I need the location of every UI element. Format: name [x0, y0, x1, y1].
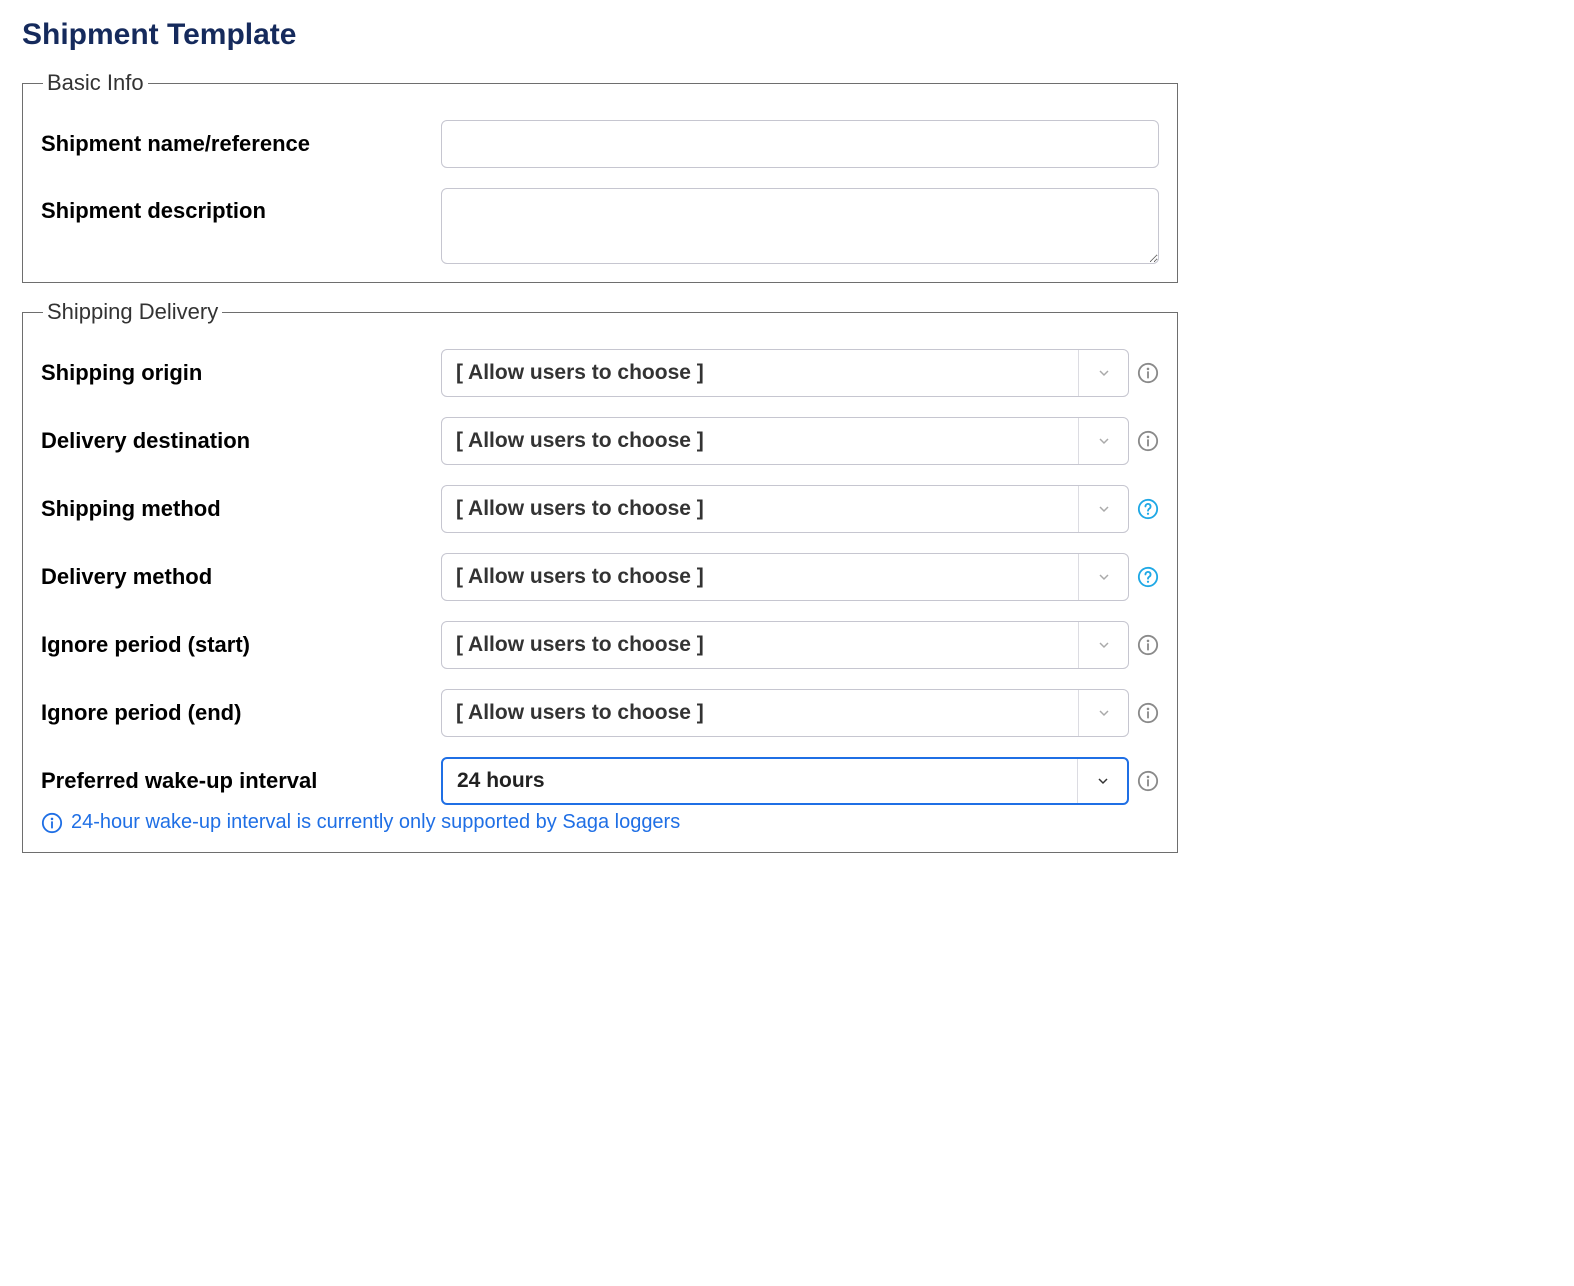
- chevron-down-icon: [1078, 350, 1128, 396]
- delivery-method-label: Delivery method: [41, 564, 441, 590]
- delivery-method-select[interactable]: [ Allow users to choose ]: [441, 553, 1129, 601]
- wakeup-interval-note-text: 24-hour wake-up interval is currently on…: [71, 811, 680, 834]
- info-icon: [41, 812, 63, 834]
- delivery-method-value: [ Allow users to choose ]: [456, 565, 1078, 589]
- chevron-down-icon: [1078, 622, 1128, 668]
- ignore-period-start-select[interactable]: [ Allow users to choose ]: [441, 621, 1129, 669]
- shipping-origin-value: [ Allow users to choose ]: [456, 361, 1078, 385]
- preferred-wakeup-value: 24 hours: [457, 769, 1077, 793]
- basic-info-legend: Basic Info: [43, 70, 148, 96]
- basic-info-group: Basic Info Shipment name/reference Shipm…: [22, 70, 1178, 283]
- help-icon[interactable]: [1137, 566, 1159, 588]
- chevron-down-icon: [1078, 486, 1128, 532]
- shipping-delivery-group: Shipping Delivery Shipping origin [ Allow…: [22, 299, 1178, 853]
- shipping-delivery-legend: Shipping Delivery: [43, 299, 222, 325]
- delivery-destination-value: [ Allow users to choose ]: [456, 429, 1078, 453]
- delivery-destination-label: Delivery destination: [41, 428, 441, 454]
- shipping-origin-label: Shipping origin: [41, 360, 441, 386]
- shipment-description-input[interactable]: [441, 188, 1159, 264]
- shipment-description-label: Shipment description: [41, 188, 441, 224]
- delivery-destination-select[interactable]: [ Allow users to choose ]: [441, 417, 1129, 465]
- chevron-down-icon: [1078, 554, 1128, 600]
- page-title: Shipment Template: [22, 18, 1178, 52]
- preferred-wakeup-label: Preferred wake-up interval: [41, 768, 441, 794]
- ignore-period-start-value: [ Allow users to choose ]: [456, 633, 1078, 657]
- shipping-origin-select[interactable]: [ Allow users to choose ]: [441, 349, 1129, 397]
- help-icon[interactable]: [1137, 498, 1159, 520]
- info-icon[interactable]: [1137, 362, 1159, 384]
- ignore-period-end-select[interactable]: [ Allow users to choose ]: [441, 689, 1129, 737]
- ignore-period-end-value: [ Allow users to choose ]: [456, 701, 1078, 725]
- wakeup-interval-note: 24-hour wake-up interval is currently on…: [41, 811, 1159, 834]
- info-icon[interactable]: [1137, 634, 1159, 656]
- preferred-wakeup-select[interactable]: 24 hours: [441, 757, 1129, 805]
- chevron-down-icon: [1077, 759, 1127, 803]
- shipping-method-value: [ Allow users to choose ]: [456, 497, 1078, 521]
- shipping-method-select[interactable]: [ Allow users to choose ]: [441, 485, 1129, 533]
- chevron-down-icon: [1078, 690, 1128, 736]
- info-icon[interactable]: [1137, 702, 1159, 724]
- ignore-period-end-label: Ignore period (end): [41, 700, 441, 726]
- ignore-period-start-label: Ignore period (start): [41, 632, 441, 658]
- info-icon[interactable]: [1137, 430, 1159, 452]
- chevron-down-icon: [1078, 418, 1128, 464]
- shipping-method-label: Shipping method: [41, 496, 441, 522]
- shipment-name-input[interactable]: [441, 120, 1159, 168]
- shipment-name-label: Shipment name/reference: [41, 131, 441, 157]
- info-icon[interactable]: [1137, 770, 1159, 792]
